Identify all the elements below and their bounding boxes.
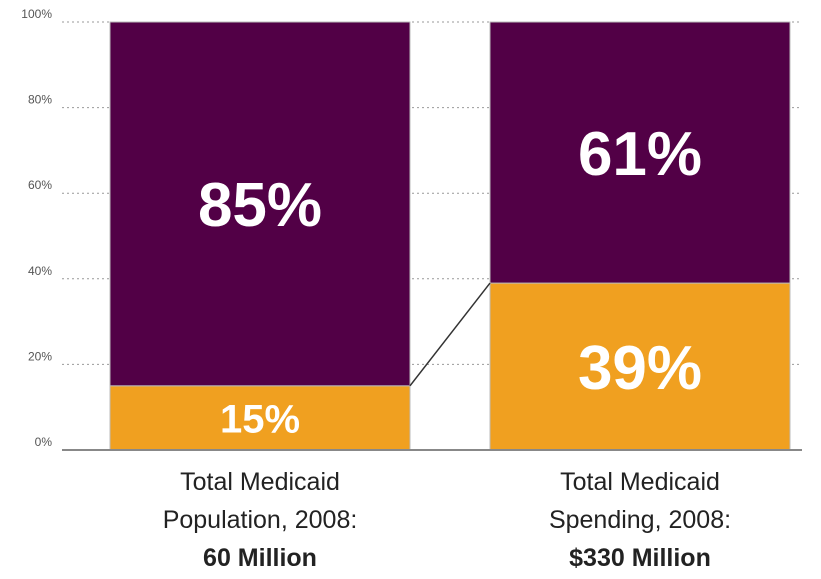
category-label: Total Medicaid: [180, 468, 340, 496]
bar-segment: [109, 385, 411, 451]
y-tick-label: 60%: [28, 178, 52, 192]
category-label: Population, 2008:: [163, 506, 358, 534]
bar-segment: [109, 21, 411, 387]
bar-segment: [489, 282, 791, 451]
category-label: $330 Million: [569, 544, 711, 572]
data-label: 85%: [198, 171, 322, 240]
y-tick-label: 80%: [28, 93, 52, 107]
bars: [109, 21, 791, 451]
bar-segment: [489, 21, 791, 284]
y-tick-label: 40%: [28, 264, 52, 278]
data-label: 15%: [220, 397, 300, 441]
connectors: [409, 282, 491, 387]
y-tick-label: 0%: [35, 435, 53, 449]
data-label: 61%: [578, 120, 702, 189]
category-label: 60 Million: [203, 544, 317, 572]
category-labels: Total Medicaid Population, 2008: 60 Millio…: [163, 468, 731, 572]
data-label: 39%: [578, 334, 702, 403]
segment-labels: 15% 85% 39% 61%: [198, 120, 702, 441]
y-tick-label: 100%: [21, 7, 52, 21]
connector-line: [409, 282, 491, 387]
category-label: Spending, 2008:: [549, 506, 731, 534]
y-tick-label: 20%: [28, 349, 52, 363]
y-axis-ticks: 0% 20% 40% 60% 80% 100%: [21, 7, 52, 449]
category-label: Total Medicaid: [560, 468, 720, 496]
